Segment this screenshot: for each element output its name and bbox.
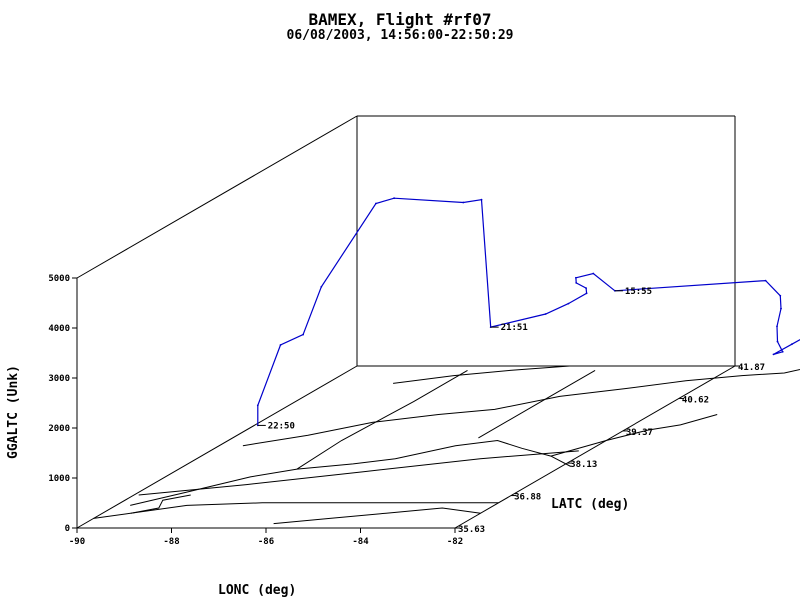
track-point [776, 325, 778, 328]
state-border [138, 450, 579, 496]
track-point [462, 201, 465, 204]
state-border [242, 368, 800, 447]
y-tick-label: 38.13 [570, 460, 597, 470]
chart-title: BAMEX, Flight #rf07 [308, 10, 492, 29]
track-point [772, 353, 775, 356]
y-tick-label: 41.87 [738, 363, 765, 373]
box-edge [454, 365, 736, 529]
flight-track-line [257, 197, 800, 426]
state-border [273, 507, 481, 525]
track-point [256, 404, 259, 407]
state-border [296, 369, 468, 470]
track-point [302, 333, 304, 336]
track-point [544, 313, 547, 315]
time-label: 21:51 [501, 323, 528, 333]
y-axis-label: LATC (deg) [551, 497, 629, 512]
track-point [575, 276, 577, 279]
track-point [780, 307, 782, 310]
time-label: 15:55 [625, 287, 652, 297]
z-tick-label: 4000 [48, 324, 70, 334]
track-point [585, 292, 588, 295]
state-borders [93, 365, 800, 525]
state-border [478, 369, 596, 439]
track-point [567, 302, 570, 305]
flight-track [256, 197, 800, 427]
y-tick-label: 35.63 [458, 525, 485, 535]
x-tick-label: -82 [447, 537, 463, 547]
y-tick-label: 36.88 [514, 493, 541, 503]
track-point [791, 343, 793, 346]
x-axis-label: LONC (deg) [218, 583, 296, 598]
state-border [93, 502, 499, 519]
axis-box [76, 115, 736, 529]
x-tick-label: -86 [258, 537, 274, 547]
time-label: 22:50 [268, 421, 295, 431]
track-point [375, 202, 377, 205]
track-point [320, 286, 323, 288]
x-tick-label: -84 [352, 537, 369, 547]
z-tick-label: 2000 [48, 424, 70, 434]
box-edge [76, 365, 358, 529]
track-point [585, 287, 587, 289]
z-tick-label: 5000 [48, 274, 70, 284]
axis-ticks: -90 -88 -86 -84 -82 35.63 36.88 38.13 39.37 40.62… [48, 274, 765, 547]
track-point [779, 294, 782, 297]
track-point [781, 350, 784, 353]
state-border [130, 494, 191, 514]
z-axis-label: GGALTC (Unk) [6, 365, 21, 459]
track-point [764, 279, 767, 282]
track-point [592, 272, 595, 275]
z-tick-label: 3000 [48, 374, 70, 384]
state-border [130, 439, 572, 506]
state-border [393, 365, 570, 384]
state-border [550, 414, 718, 457]
z-tick-label: 0 [65, 524, 70, 534]
track-point [776, 340, 779, 343]
box-edge [76, 115, 358, 279]
track-point [279, 344, 282, 346]
track-point [480, 198, 483, 201]
x-tick-label: -88 [163, 537, 179, 547]
y-tick-label: 40.62 [682, 395, 709, 405]
z-tick-label: 1000 [48, 474, 70, 484]
x-tick-label: -90 [69, 537, 85, 547]
chart-subtitle: 06/08/2003, 14:56:00-22:50:29 [286, 28, 514, 43]
y-tick-label: 39.37 [626, 428, 653, 438]
track-point [575, 282, 578, 284]
track-point [393, 197, 395, 200]
